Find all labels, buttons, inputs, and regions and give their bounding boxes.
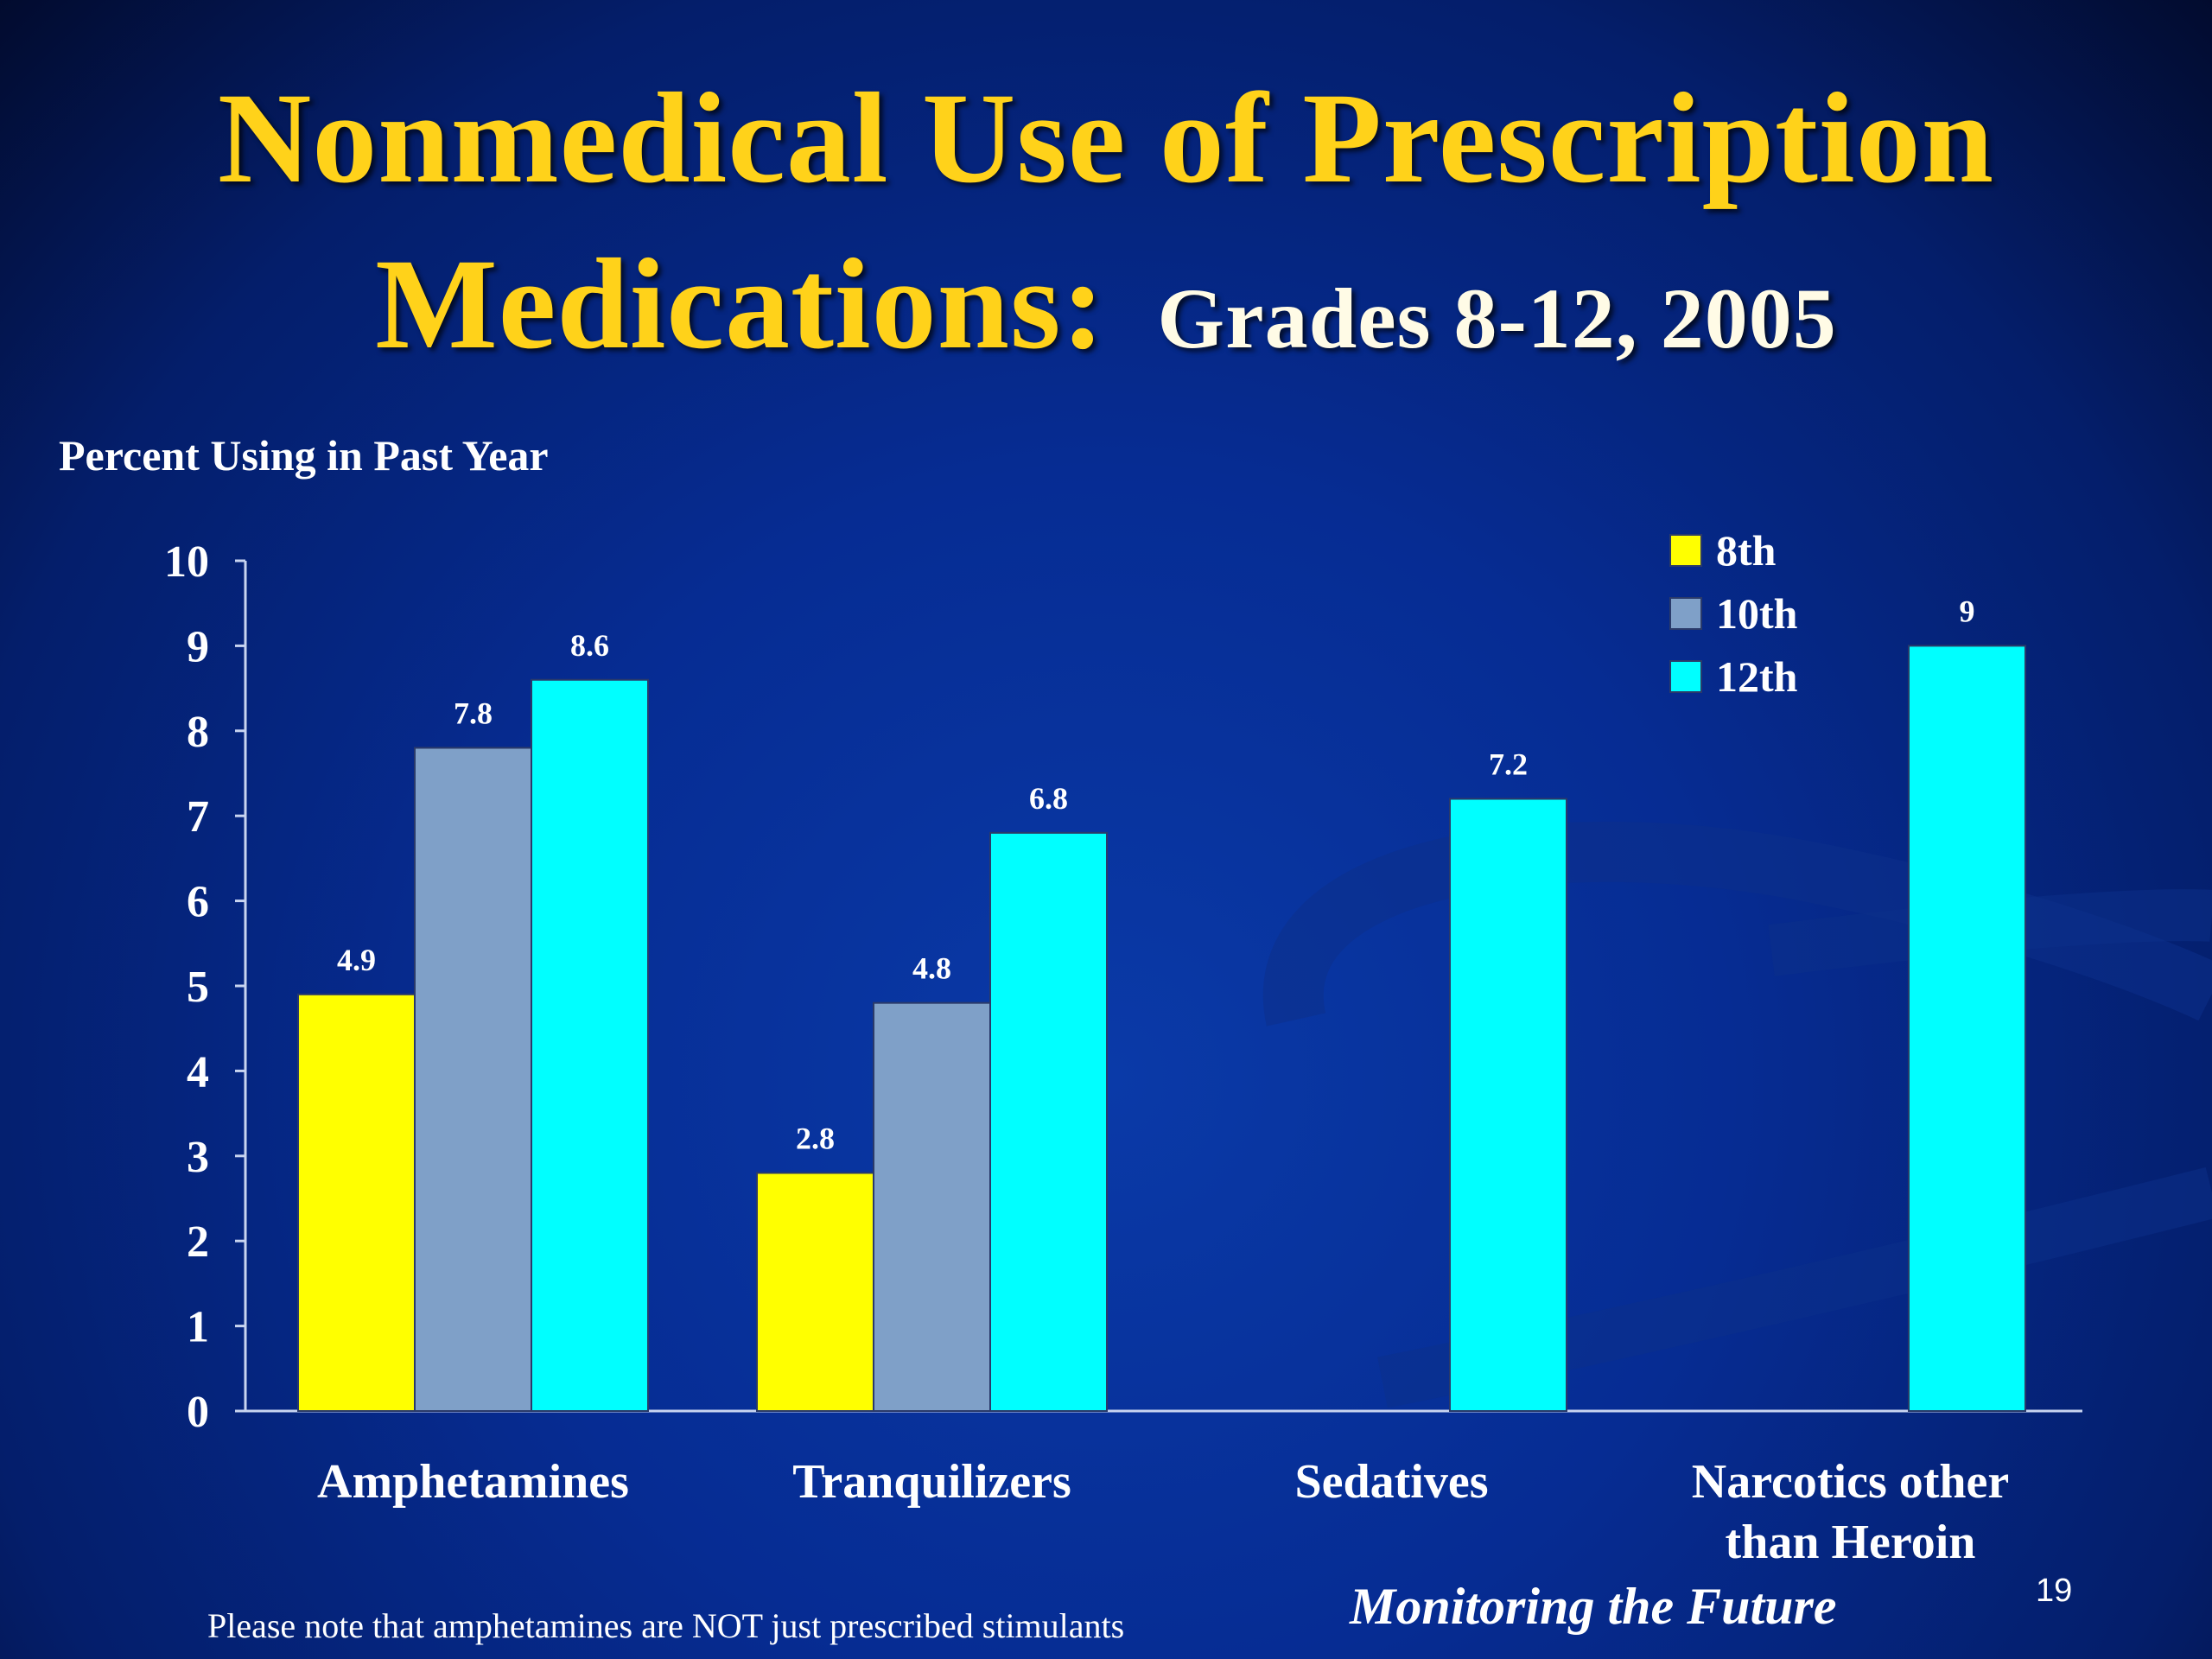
legend-label-8th: 8th — [1716, 525, 1777, 575]
legend-item-10th: 10th — [1669, 582, 1797, 645]
data-label-12th-0: 8.6 — [570, 628, 609, 663]
data-label-12th-3: 9 — [1960, 594, 1975, 628]
legend-swatch-12th — [1669, 659, 1702, 693]
data-label-8th-0: 4.9 — [337, 943, 376, 977]
slide-title-line1: Nonmedical Use of Prescription — [217, 67, 1995, 210]
bar-12th-0 — [531, 678, 649, 1412]
footnote: Please note that amphetamines are NOT ju… — [207, 1606, 1125, 1645]
y-axis-label: Percent Using in Past Year — [59, 431, 549, 480]
y-tick-label-2: 2 — [187, 1217, 209, 1267]
legend-swatch-8th — [1669, 533, 1702, 567]
bar-12th-2 — [1449, 798, 1567, 1412]
category-label-3-1: than Heroin — [1726, 1516, 1976, 1569]
y-tick-label-1: 1 — [187, 1303, 209, 1352]
y-tick-label-6: 6 — [187, 878, 209, 927]
bar-12th-1 — [989, 831, 1108, 1412]
y-tick-label-4: 4 — [187, 1047, 209, 1096]
bar-10th-0 — [414, 747, 532, 1412]
source-label: Monitoring the Future — [1350, 1578, 1837, 1635]
legend-item-12th: 12th — [1669, 645, 1797, 708]
y-tick-label-5: 5 — [187, 963, 209, 1012]
y-tick-label-10: 10 — [164, 537, 209, 587]
legend-label-12th: 12th — [1716, 652, 1798, 701]
category-label-0-0: Amphetamines — [317, 1455, 629, 1509]
data-label-12th-2: 7.2 — [1489, 747, 1528, 782]
bar-12th-3 — [1908, 645, 2026, 1412]
data-label-10th-0: 7.8 — [454, 696, 493, 730]
data-label-8th-1: 2.8 — [796, 1121, 835, 1155]
data-label-12th-1: 6.8 — [1029, 781, 1068, 816]
slide-title-line2: Medications: Grades 8-12, 2005 — [0, 235, 2212, 388]
y-tick-label-9: 9 — [187, 622, 209, 671]
legend-label-10th: 10th — [1716, 588, 1798, 638]
y-tick-label-7: 7 — [187, 792, 209, 842]
data-label-10th-1: 4.8 — [912, 951, 951, 986]
legend-item-8th: 8th — [1669, 518, 1797, 582]
y-tick-label-3: 3 — [187, 1133, 209, 1182]
y-tick-label-8: 8 — [187, 708, 209, 757]
slide-subtitle: Grades 8-12, 2005 — [1157, 270, 1837, 366]
y-tick-label-0: 0 — [187, 1388, 209, 1437]
slide-title-medications: Medications: — [375, 232, 1106, 376]
bar-8th-0 — [297, 993, 416, 1412]
legend-swatch-10th — [1669, 596, 1702, 630]
category-label-3-0: Narcotics other — [1692, 1455, 2010, 1509]
page-number: 19 — [2036, 1573, 2073, 1609]
bar-8th-1 — [756, 1172, 874, 1412]
category-label-1-0: Tranquilizers — [792, 1455, 1071, 1509]
category-label-2-0: Sedatives — [1295, 1455, 1489, 1509]
chart-legend: 8th 10th 12th — [1669, 518, 1797, 708]
bar-10th-1 — [873, 1001, 991, 1413]
